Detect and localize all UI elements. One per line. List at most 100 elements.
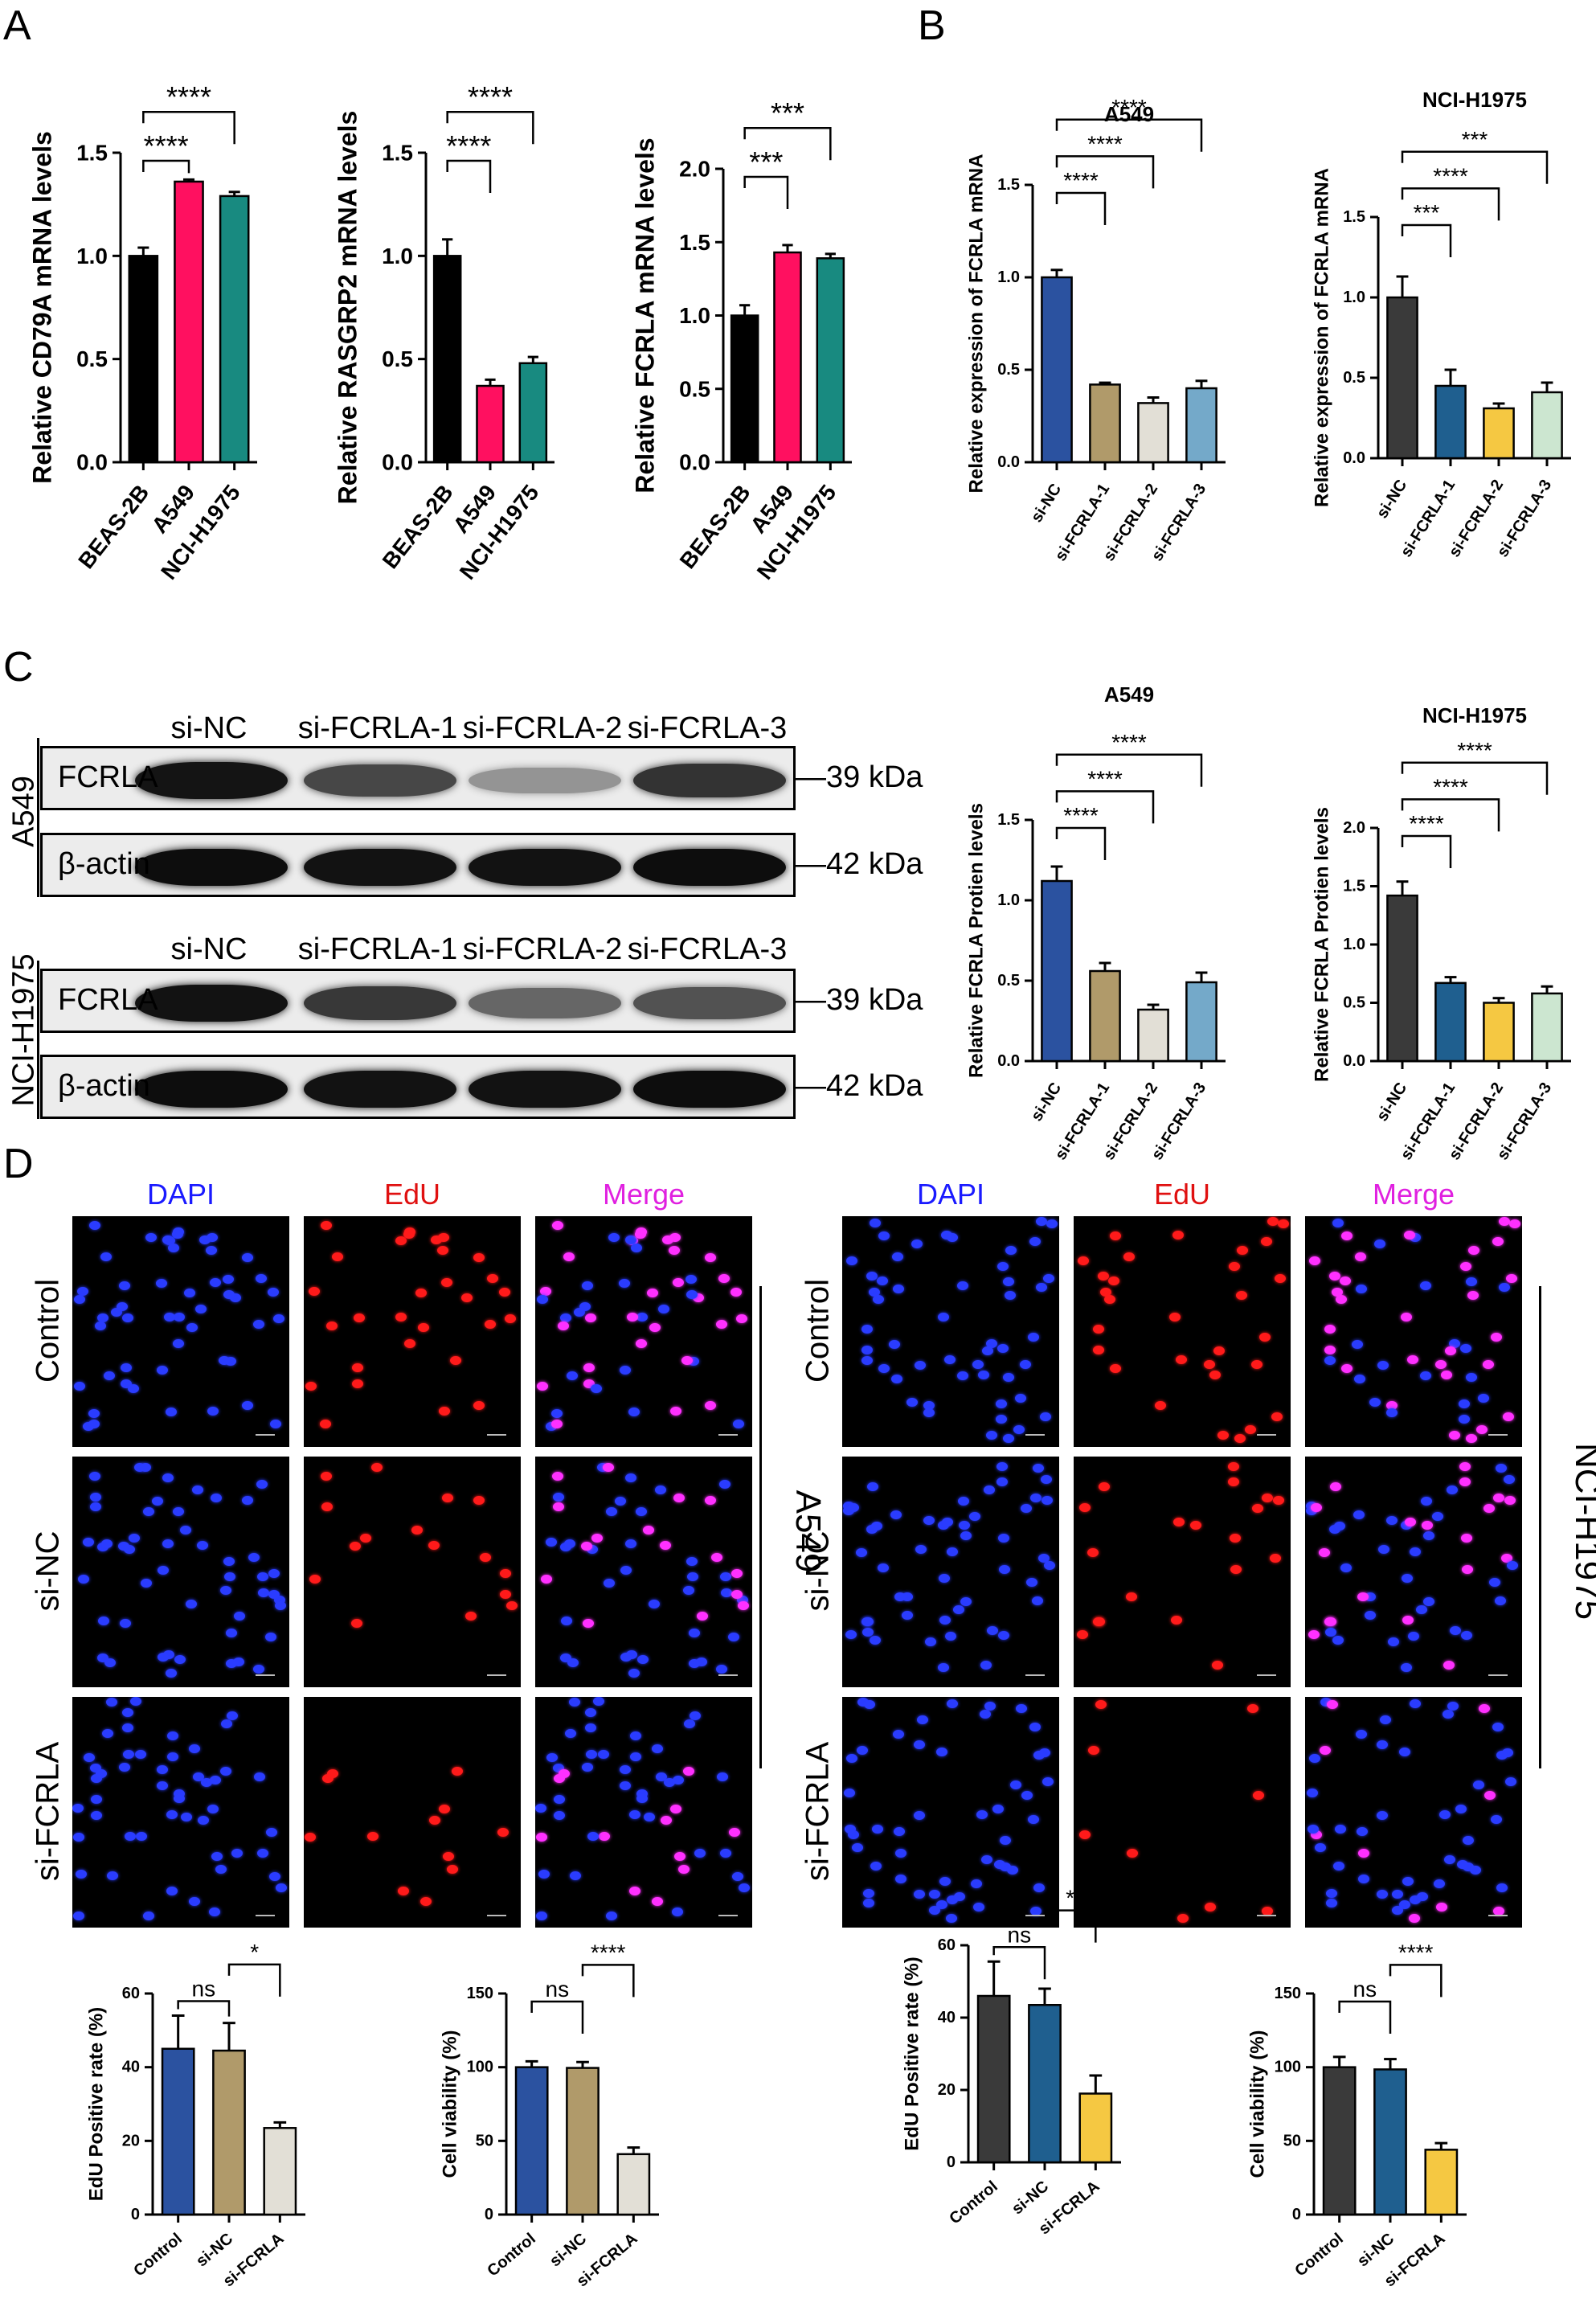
nucleus [120,1363,132,1373]
bar [1531,391,1563,460]
nucleus [1093,1617,1105,1626]
chart-a549-edu: 0 20 40 60 EdU Positive rate (%) Control si-NC… [86,1940,305,2290]
significance-bracket [142,110,235,145]
nucleus [1172,1231,1184,1240]
nucleus [1324,1617,1336,1626]
channel-label: DAPI [146,1178,215,1211]
nucleus [685,1274,698,1284]
nucleus [1447,1701,1459,1711]
nucleus [545,1422,557,1432]
nucleus [223,1571,235,1581]
nucleus [96,1653,108,1663]
nucleus [844,1825,856,1834]
nucleus [1237,1245,1249,1255]
nucleus [226,1659,238,1669]
nucleus [1100,1287,1112,1297]
nucleus [901,1592,913,1602]
nucleus [1029,1723,1041,1731]
nucleus [628,1408,640,1417]
nucleus [658,1304,670,1313]
nucleus [124,1831,136,1841]
nucleus [924,1637,936,1646]
scale-bar [718,1434,738,1436]
nucleus [257,1848,269,1858]
nucleus [76,1869,88,1879]
nucleus [1473,1780,1485,1790]
y-tick-label: 1.5 [76,141,108,166]
nucleus [320,1220,332,1230]
nucleus [624,1539,636,1548]
nucleus [1230,1564,1242,1574]
lane-label: si-NC [170,932,248,966]
blot-row-label: β-actin [58,847,150,881]
nucleus [273,1313,285,1323]
nucleus [669,1805,681,1814]
nucleus [1492,1493,1504,1502]
nucleus [1419,1281,1431,1290]
protein-band [304,848,456,887]
nucleus [211,1852,223,1862]
nucleus [643,1525,655,1535]
nucleus [1088,1745,1100,1755]
nucleus [582,1281,594,1290]
nucleus [877,1563,889,1573]
scale-bar [1488,1674,1508,1676]
nucleus [1385,1400,1398,1410]
nucleus [461,1293,473,1302]
nucleus [736,1313,748,1323]
nucleus [219,1585,231,1595]
nucleus [629,1731,641,1740]
nucleus [625,1649,637,1659]
nucleus [436,1246,448,1256]
x-tick-label: si-NC [1354,2230,1398,2270]
nucleus [602,1462,614,1472]
nucleus [894,1592,906,1602]
nucleus [655,1772,667,1782]
scale-bar [256,1674,275,1676]
nucleus [851,1843,863,1853]
nucleus [77,1287,89,1297]
y-axis-label: Relative expression of FCRLA mRNA [1312,168,1333,507]
nucleus [624,1473,636,1482]
nucleus [1005,1245,1017,1255]
nucleus [711,1553,723,1563]
kda-label: —39 kDa [796,983,923,1017]
micrograph [304,1457,521,1687]
nucleus [438,1407,450,1416]
y-tick-label: 0.5 [679,376,710,401]
bar [1089,383,1121,464]
nucleus [1041,1777,1054,1787]
nucleus [998,1564,1010,1574]
nucleus [995,1399,1007,1409]
nucleus [1438,1810,1451,1820]
y-tick-label: 0.0 [76,450,108,475]
nucleus [1459,1461,1471,1471]
nucleus [78,1574,90,1584]
nucleus [230,1293,242,1302]
nucleus [142,1507,154,1517]
nucleus [1468,1245,1480,1255]
nucleus [845,1630,857,1640]
nucleus [536,1295,548,1305]
protein-band [304,985,456,1021]
lane-label: si-NC [170,711,248,745]
nucleus [232,1657,244,1666]
bar [773,251,802,464]
nucleus [845,1256,857,1265]
nucleus [90,1810,102,1820]
y-tick-label: 0.5 [1343,994,1365,1012]
nucleus [1402,1615,1414,1625]
bar [1041,276,1073,464]
nucleus [321,1774,334,1784]
protein-band [135,848,288,887]
nucleus [253,1664,265,1674]
nucleus [608,1233,620,1243]
nucleus [635,1230,647,1240]
nucleus [1376,1890,1388,1899]
chart-title: NCI-H1975 [1422,703,1527,727]
significance-label: **** [1111,730,1147,755]
nucleus [1002,1277,1014,1287]
nucleus [672,1907,684,1917]
nucleus [569,1697,581,1707]
nucleus [941,1518,953,1527]
